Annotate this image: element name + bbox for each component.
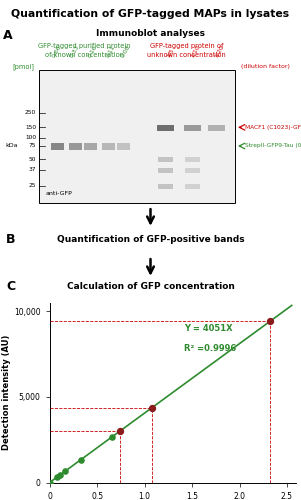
- Text: MACF1 (C1023)-GFP: MACF1 (C1023)-GFP: [245, 125, 301, 130]
- Point: [79, 456, 83, 464]
- Text: 150: 150: [25, 125, 36, 130]
- Text: Y = 4051X: Y = 4051X: [185, 324, 233, 332]
- Text: 37: 37: [29, 168, 36, 172]
- Text: 0.66: 0.66: [51, 44, 62, 59]
- Bar: [208, 124, 225, 131]
- Text: (dilution factor): (dilution factor): [241, 64, 290, 69]
- Text: anti-GFP: anti-GFP: [45, 191, 72, 196]
- Text: 100: 100: [25, 136, 36, 140]
- Bar: [185, 157, 200, 162]
- Point: [268, 318, 272, 326]
- Text: 1/20: 1/20: [214, 44, 225, 59]
- Bar: [158, 157, 173, 162]
- Y-axis label: Detection intensity (AU): Detection intensity (AU): [2, 335, 11, 450]
- Bar: [84, 143, 97, 150]
- Text: 1/5: 1/5: [166, 48, 175, 58]
- Text: unknown concentration: unknown concentration: [147, 52, 226, 59]
- Text: Calculation of GFP concentration: Calculation of GFP concentration: [67, 282, 234, 291]
- Bar: [39, 70, 235, 203]
- Point: [47, 478, 52, 486]
- Point: [58, 471, 63, 479]
- Text: C: C: [6, 280, 15, 292]
- Text: B: B: [6, 233, 16, 246]
- Point: [150, 404, 155, 411]
- Bar: [158, 168, 173, 173]
- Text: Quantification of GFP-tagged MAPs in lysates: Quantification of GFP-tagged MAPs in lys…: [11, 8, 290, 18]
- Point: [62, 468, 67, 475]
- Bar: [102, 143, 115, 150]
- Text: 0.33: 0.33: [69, 44, 80, 59]
- Text: Immunoblot analyses: Immunoblot analyses: [96, 30, 205, 38]
- Text: kDa: kDa: [6, 144, 18, 148]
- Text: 0.08: 0.08: [120, 44, 132, 59]
- Bar: [185, 168, 200, 173]
- Bar: [157, 124, 174, 131]
- Point: [110, 432, 115, 440]
- Point: [117, 427, 122, 435]
- Text: Quantification of GFP-positive bands: Quantification of GFP-positive bands: [57, 236, 244, 244]
- Text: 25: 25: [29, 184, 36, 188]
- Text: 0.11: 0.11: [105, 44, 116, 59]
- Text: StrepII-GFP9-Tau (0N 3R): StrepII-GFP9-Tau (0N 3R): [245, 144, 301, 148]
- Bar: [117, 143, 130, 150]
- Bar: [185, 184, 200, 189]
- Text: 75: 75: [29, 144, 36, 148]
- Text: 50: 50: [29, 157, 36, 162]
- Bar: [184, 124, 201, 131]
- Text: of known concentration: of known concentration: [45, 52, 124, 59]
- Text: A: A: [3, 30, 13, 43]
- Bar: [69, 143, 82, 150]
- Bar: [51, 143, 64, 150]
- Text: GFP-tagged protein of: GFP-tagged protein of: [150, 44, 223, 50]
- Text: 1/10: 1/10: [190, 44, 201, 59]
- Text: 0.16: 0.16: [87, 44, 98, 59]
- Point: [55, 473, 60, 481]
- Bar: [158, 184, 173, 189]
- Text: R² =0.9996: R² =0.9996: [185, 344, 237, 354]
- Text: GFP-tagged purified protein: GFP-tagged purified protein: [38, 44, 131, 50]
- Text: [pmol]: [pmol]: [12, 63, 34, 70]
- Text: 250: 250: [25, 110, 36, 115]
